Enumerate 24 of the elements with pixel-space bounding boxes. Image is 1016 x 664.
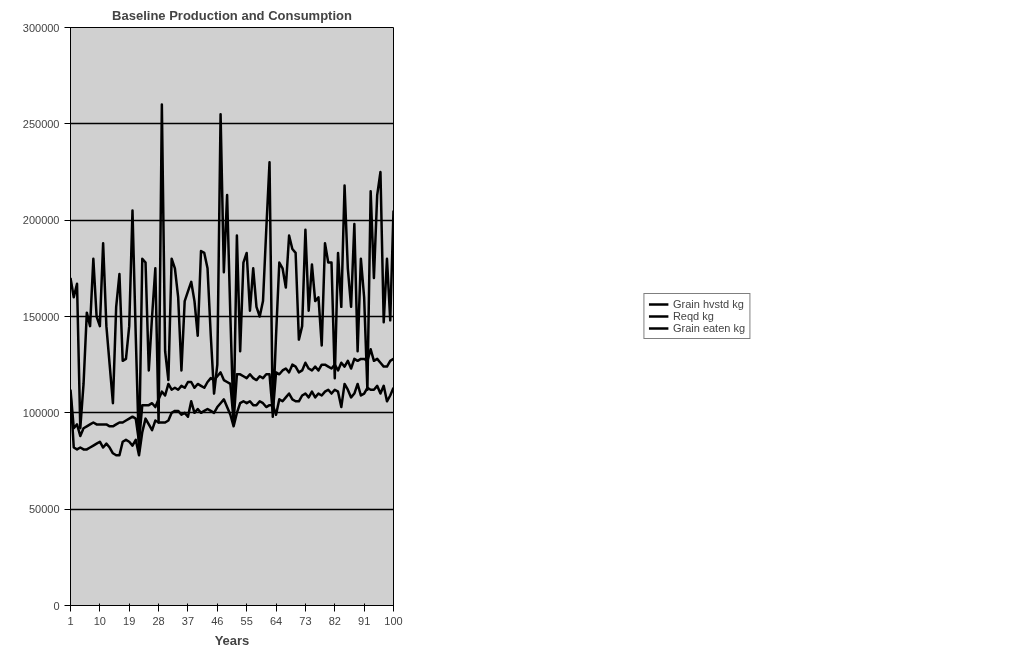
y-tick-label: 250000	[22, 117, 60, 130]
x-axis-title: Years	[214, 632, 250, 648]
x-tick-label: 91	[358, 614, 371, 627]
x-tick-label: 73	[299, 614, 312, 627]
y-tick-label: 300000	[22, 21, 60, 34]
x-tick-label: 19	[123, 614, 136, 627]
y-tick-label: 150000	[22, 310, 60, 323]
legend-label: Grain hvstd kg	[672, 298, 744, 310]
y-tick-label: 0	[53, 599, 60, 612]
y-tick-label: 50000	[28, 503, 60, 516]
legend-label: Grain eaten kg	[672, 322, 746, 334]
y-tick-label: 200000	[22, 214, 60, 227]
chart-title: Baseline Production and Consumption	[112, 7, 352, 23]
y-tick-label: 100000	[22, 406, 60, 419]
x-tick-label: 37	[181, 614, 195, 627]
x-tick-label: 46	[211, 614, 224, 627]
x-tick-label: 64	[269, 614, 283, 627]
x-tick-label: 1	[67, 614, 74, 627]
x-tick-label: 100	[384, 614, 403, 627]
x-tick-label: 82	[328, 614, 341, 627]
legend-label: Reqd kg	[672, 310, 714, 322]
x-tick-label: 28	[152, 614, 165, 627]
x-tick-label: 55	[240, 614, 253, 627]
x-tick-label: 10	[93, 614, 106, 627]
